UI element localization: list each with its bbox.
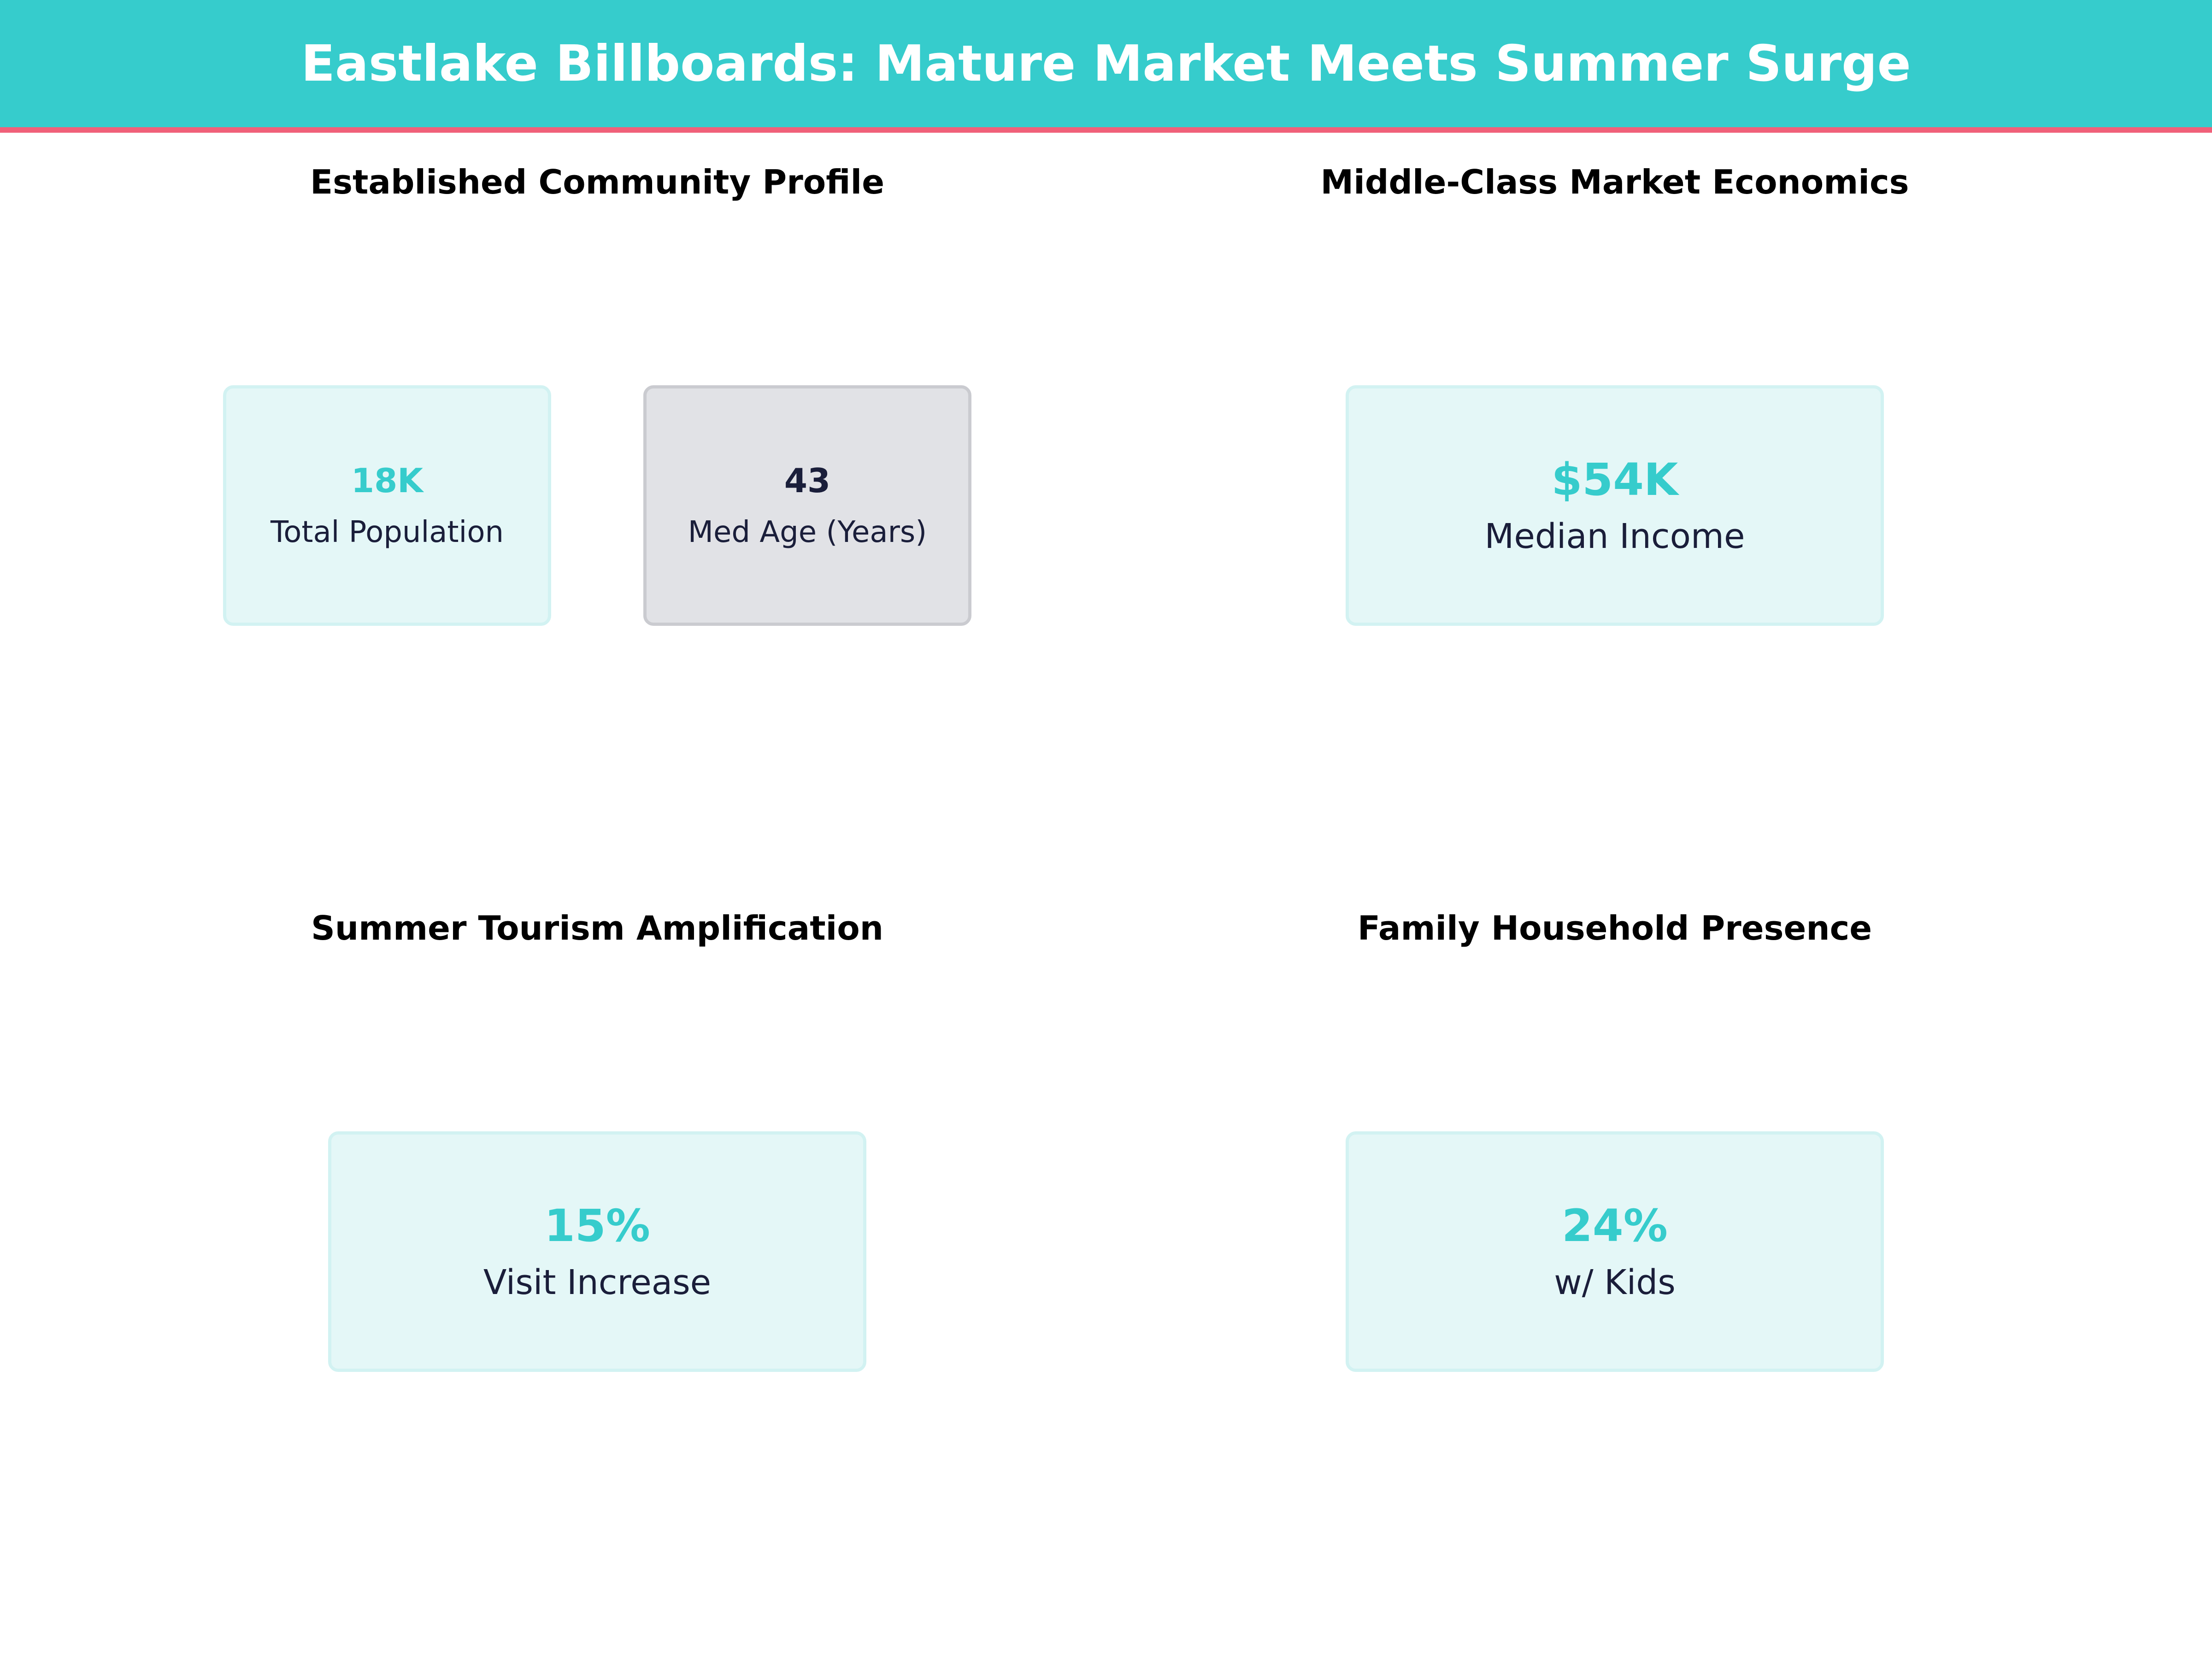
stat-label: w/ Kids: [1554, 1263, 1676, 1302]
stat-value: 18K: [351, 461, 423, 500]
stat-card-median-age: 43 Med Age (Years): [643, 385, 971, 626]
stat-card-visit-increase: 15% Visit Increase: [328, 1131, 866, 1372]
section-title-family-households: Family Household Presence: [1357, 909, 1872, 947]
stat-label: Median Income: [1484, 517, 1745, 556]
stat-value: 24%: [1562, 1200, 1668, 1252]
page-title: Eastlake Billboards: Mature Market Meets…: [301, 35, 1911, 93]
stat-label: Visit Increase: [483, 1263, 712, 1302]
section-title-summer-tourism: Summer Tourism Amplification: [311, 909, 884, 947]
stat-label: Med Age (Years): [688, 515, 927, 549]
stat-card-total-population: 18K Total Population: [223, 385, 551, 626]
stat-card-households-with-kids: 24% w/ Kids: [1346, 1131, 1884, 1372]
stat-value: $54K: [1551, 454, 1678, 506]
stat-card-median-income: $54K Median Income: [1346, 385, 1884, 626]
stat-value: 43: [784, 461, 831, 500]
header-accent-line: [0, 127, 2212, 133]
section-title-market-economics: Middle-Class Market Economics: [1320, 163, 1909, 201]
stat-value: 15%: [544, 1200, 650, 1252]
stat-label: Total Population: [270, 515, 504, 549]
section-title-community-profile: Established Community Profile: [310, 163, 885, 201]
header-bar: [0, 0, 2212, 127]
